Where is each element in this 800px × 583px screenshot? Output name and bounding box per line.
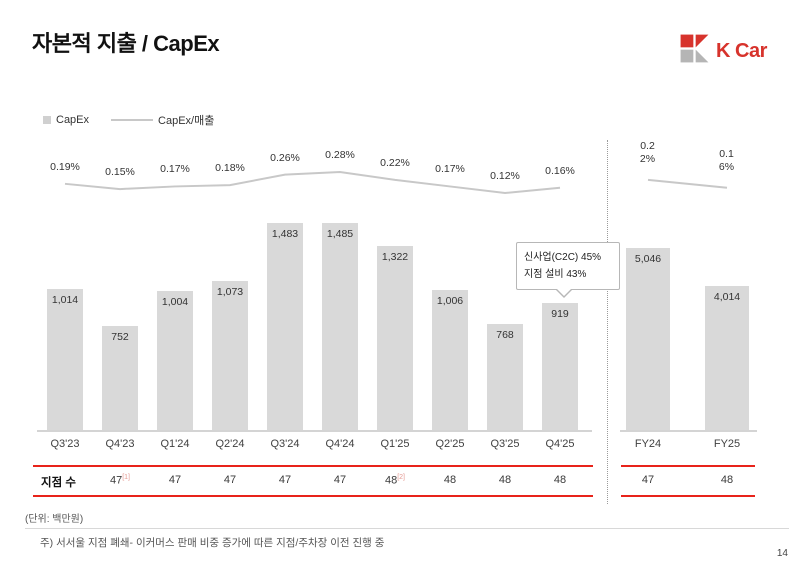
capex-ratio-value: 0.19%	[50, 160, 80, 173]
branch-table-rule-bottom	[33, 495, 593, 497]
footer-divider	[25, 528, 789, 529]
legend-line-label: CapEx/매출	[158, 115, 215, 127]
capex-bar: 1,322	[377, 246, 413, 432]
capex-bar-value: 1,004	[161, 296, 189, 308]
branch-table-rule-top	[33, 465, 593, 467]
capex-bar-value: 1,485	[326, 228, 354, 240]
x-axis-tick-label: FY24	[634, 438, 662, 450]
capex-ratio-value: 0.22%	[639, 139, 656, 165]
capex-ratio-value: 0.17%	[435, 163, 465, 176]
capex-ratio-value: 0.22%	[380, 156, 410, 169]
capex-ratio-value: 0.16%	[718, 147, 735, 173]
x-axis-tick-label: Q4'25	[545, 438, 575, 450]
capex-bar: 1,004	[157, 291, 193, 432]
capex-bar: 4,014	[705, 286, 749, 432]
capex-bar-value: 1,014	[51, 294, 79, 306]
capex-bar: 919	[542, 303, 578, 432]
capex-bar: 5,046	[626, 248, 670, 432]
legend-bar-label: CapEx	[56, 114, 90, 126]
branch-count-label: 지점 수	[41, 477, 76, 489]
capex-bar-value: 1,483	[271, 228, 299, 240]
branch-count-value: 48	[720, 474, 734, 486]
capex-bar-value: 768	[496, 329, 514, 341]
x-axis-tick-label: Q1'24	[160, 438, 190, 450]
capex-bar-value: 1,006	[436, 295, 464, 307]
capex-bar-value: 4,014	[713, 291, 741, 303]
capex-ratio-value: 0.26%	[270, 151, 300, 164]
x-axis-tick-label: Q4'23	[105, 438, 135, 450]
kcar-logo: K Car	[680, 34, 767, 68]
callout-line-1: 신사업(C2C) 45%	[524, 252, 602, 263]
branch-count-value: 47	[168, 474, 182, 486]
footnote: 주) 서서울 지점 폐쇄- 이커머스 판매 비중 증가에 따른 지점/주차장 이…	[40, 537, 385, 549]
branch-table-fy-rule-bottom	[621, 495, 755, 497]
x-axis-quarterly	[37, 430, 592, 432]
x-axis-tick-label: Q4'24	[325, 438, 355, 450]
branch-count-value: 47	[223, 474, 237, 486]
branch-count-value: 47[1]	[109, 474, 131, 487]
capex-breakdown-callout: 신사업(C2C) 45% 지점 설비 43%	[516, 242, 620, 298]
branch-count-value: 47	[641, 474, 655, 486]
capex-bar-value: 1,073	[216, 286, 244, 298]
capex-bar: 1,073	[212, 281, 248, 432]
capex-bar: 1,006	[432, 290, 468, 432]
capex-bar-value: 5,046	[634, 253, 662, 265]
legend-bar-swatch	[43, 116, 51, 124]
branch-table-fy-rule-top	[621, 465, 755, 467]
chart-legend: CapEx CapEx/매출	[43, 112, 214, 128]
capex-bar: 1,485	[322, 223, 358, 432]
branch-count-value: 48	[553, 474, 567, 486]
capex-bar: 1,014	[47, 289, 83, 432]
capex-ratio-value: 0.28%	[325, 149, 355, 161]
capex-ratio-value: 0.12%	[490, 170, 520, 182]
page-title: 자본적 지출 / CapEx	[32, 31, 220, 56]
x-axis-fy	[620, 430, 757, 432]
capex-bar-value: 752	[111, 331, 129, 343]
capex-ratio-value: 0.17%	[160, 163, 190, 176]
x-axis-tick-label: Q2'24	[215, 438, 245, 450]
capex-bar: 752	[102, 326, 138, 432]
capex-bar: 1,483	[267, 223, 303, 432]
branch-count-value: 47	[333, 474, 347, 486]
branch-count-value: 48	[498, 474, 512, 486]
branch-count-value: 48[2]	[384, 474, 406, 487]
page-number: 14	[776, 548, 788, 559]
kcar-logo-text: K Car	[716, 39, 767, 62]
x-axis-tick-label: Q3'23	[50, 438, 80, 450]
capex-ratio-value: 0.15%	[105, 166, 135, 179]
x-axis-tick-label: Q3'24	[270, 438, 300, 450]
callout-line-2: 지점 설비 43%	[524, 269, 587, 280]
x-axis-tick-label: Q3'25	[490, 438, 520, 450]
branch-count-value: 48	[443, 474, 457, 486]
legend-line-swatch	[111, 119, 154, 121]
capex-bar-value: 919	[551, 308, 569, 320]
capex-bar-value: 1,322	[381, 251, 409, 263]
x-axis-tick-label: FY25	[713, 438, 741, 450]
branch-count-value: 47	[278, 474, 292, 486]
x-axis-tick-label: Q2'25	[435, 438, 465, 450]
unit-note: (단위: 백만원)	[25, 514, 84, 525]
capex-ratio-value: 0.18%	[215, 162, 245, 175]
kcar-logo-icon	[680, 34, 709, 68]
capex-bar: 768	[487, 324, 523, 432]
capex-ratio-value: 0.16%	[545, 164, 575, 177]
section-separator	[607, 140, 608, 504]
x-axis-tick-label: Q1'25	[380, 438, 410, 450]
